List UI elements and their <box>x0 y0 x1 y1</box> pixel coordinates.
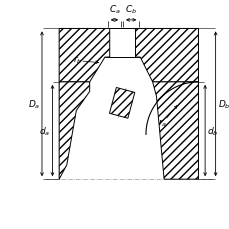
Polygon shape <box>109 88 134 119</box>
Text: $d_b$: $d_b$ <box>206 125 218 137</box>
Text: $D_b$: $D_b$ <box>217 98 229 111</box>
Text: $C_b$: $C_b$ <box>125 4 137 16</box>
Text: $D_a$: $D_a$ <box>27 98 40 111</box>
Polygon shape <box>59 82 89 179</box>
Polygon shape <box>59 29 109 82</box>
Polygon shape <box>135 29 198 82</box>
Text: $d_a$: $d_a$ <box>39 125 50 137</box>
Text: $C_a$: $C_a$ <box>108 4 120 16</box>
Text: $r_a$: $r_a$ <box>158 117 167 128</box>
Text: $r_b$: $r_b$ <box>72 54 82 65</box>
Polygon shape <box>152 82 198 179</box>
